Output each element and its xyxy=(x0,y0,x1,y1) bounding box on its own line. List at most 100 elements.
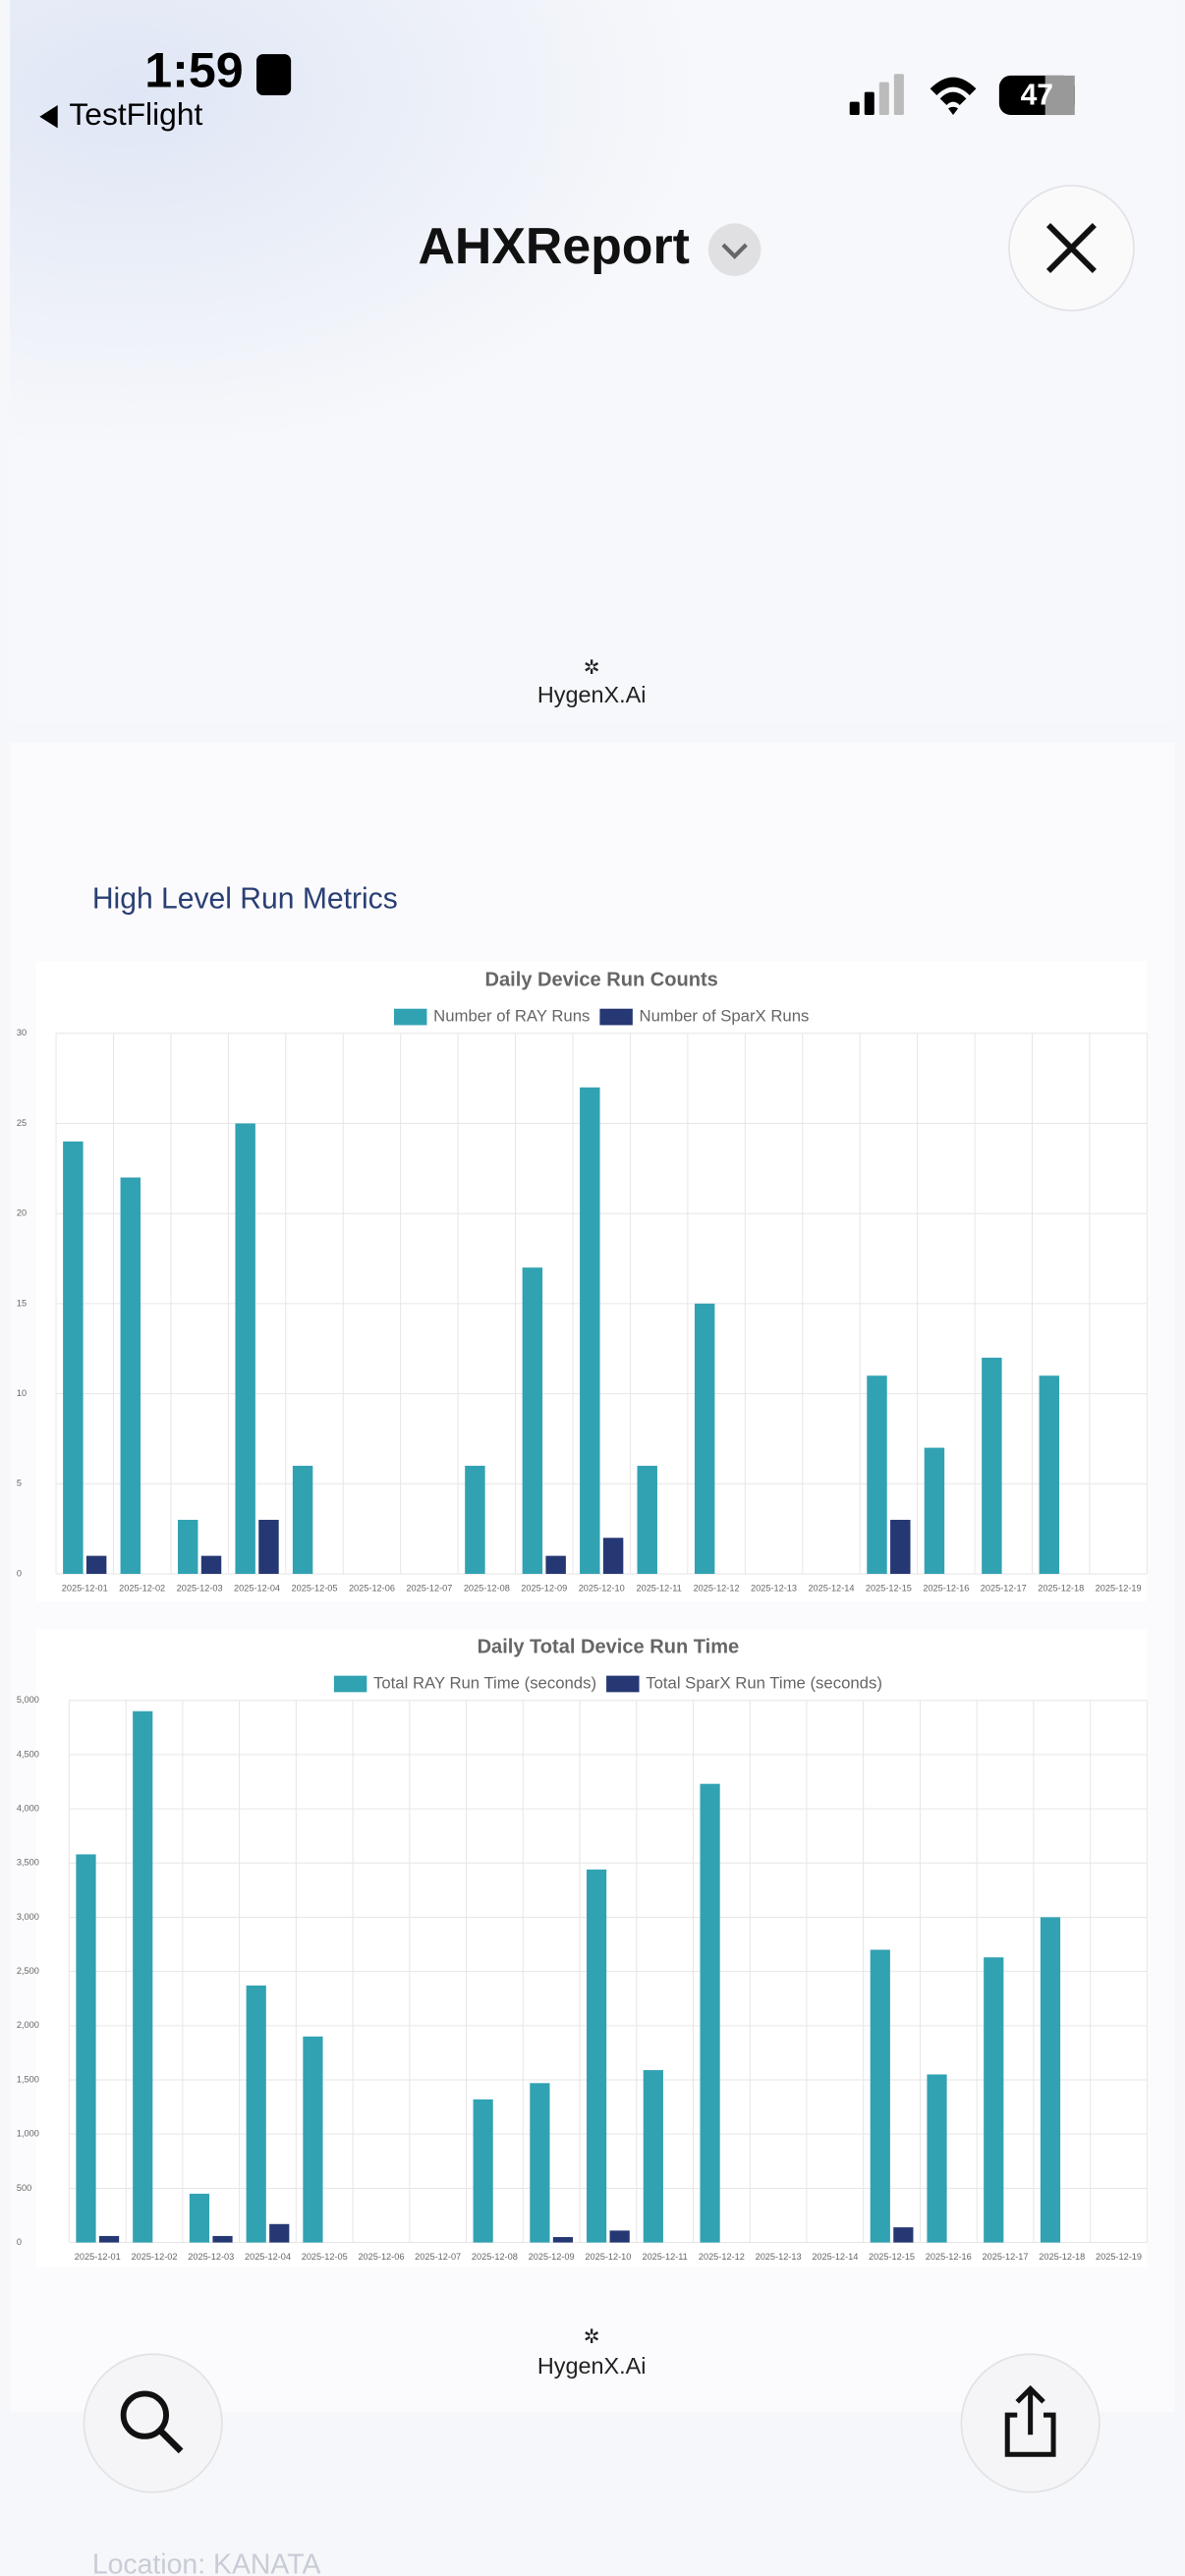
bar xyxy=(303,2036,323,2243)
y-tick-label: 4,500 xyxy=(17,1749,39,1759)
bar xyxy=(212,2235,233,2243)
x-tick-label: 2025-12-10 xyxy=(579,1583,625,1593)
search-button[interactable] xyxy=(83,2353,223,2493)
bar xyxy=(580,1087,600,1574)
y-tick-label: 25 xyxy=(17,1118,27,1128)
bar xyxy=(984,1957,1004,2243)
x-tick-label: 2025-12-04 xyxy=(245,2252,291,2262)
x-tick-label: 2025-12-13 xyxy=(756,2252,802,2262)
bar xyxy=(258,1519,279,1574)
bar xyxy=(177,1519,198,1574)
x-tick-label: 2025-12-15 xyxy=(869,2252,915,2262)
bar xyxy=(927,2074,947,2243)
x-tick-label: 2025-12-08 xyxy=(472,2252,518,2262)
bar xyxy=(269,2223,290,2243)
legend-swatch xyxy=(599,1008,633,1026)
x-tick-label: 2025-12-05 xyxy=(292,1583,338,1593)
wifi-icon xyxy=(930,77,977,116)
chart-title: Daily Device Run Counts xyxy=(485,970,718,991)
legend-swatch xyxy=(333,1675,367,1693)
section-title: High Level Run Metrics xyxy=(92,882,398,915)
back-arrow[interactable] xyxy=(39,105,58,129)
x-tick-label: 2025-12-07 xyxy=(415,2252,461,2262)
x-tick-label: 2025-12-12 xyxy=(699,2252,745,2262)
bar xyxy=(924,1447,945,1574)
close-button[interactable] xyxy=(1008,185,1135,311)
x-tick-label: 2025-12-06 xyxy=(358,2252,404,2262)
x-tick-label: 2025-12-15 xyxy=(866,1583,912,1593)
back-link[interactable]: TestFlight xyxy=(69,96,202,132)
bar xyxy=(235,1123,255,1574)
bar xyxy=(587,1869,607,2243)
bar xyxy=(700,1783,720,2243)
bar xyxy=(63,1141,84,1574)
bar xyxy=(76,1854,96,2243)
y-tick-label: 20 xyxy=(17,1208,27,1218)
y-tick-label: 5,000 xyxy=(17,1695,39,1705)
y-tick-label: 2,000 xyxy=(17,2020,39,2030)
x-tick-label: 2025-12-11 xyxy=(642,2252,687,2262)
share-button[interactable] xyxy=(960,2353,1100,2493)
bar xyxy=(643,2070,663,2243)
bar xyxy=(189,2193,210,2243)
legend-label: Number of RAY Runs xyxy=(433,1007,590,1026)
bar xyxy=(530,2083,550,2243)
clock: 1:59 xyxy=(144,42,243,97)
y-tick-label: 500 xyxy=(17,2183,31,2193)
app-title: AHXReport xyxy=(418,217,689,274)
bar xyxy=(545,1555,566,1574)
bar xyxy=(522,1267,543,1574)
x-tick-label: 2025-12-13 xyxy=(751,1583,797,1593)
bar xyxy=(694,1303,715,1574)
x-tick-label: 2025-12-19 xyxy=(1096,1583,1142,1593)
bar xyxy=(1039,1375,1060,1574)
x-tick-label: 2025-12-14 xyxy=(812,2252,858,2262)
bar xyxy=(465,1465,485,1574)
legend-swatch xyxy=(606,1675,640,1693)
battery-level: 47 xyxy=(1021,80,1053,112)
x-tick-label: 2025-12-11 xyxy=(636,1583,681,1593)
y-tick-label: 3,500 xyxy=(17,1858,39,1868)
charts: Daily Device Run Counts Number of RAY Run… xyxy=(17,970,1148,2262)
bar xyxy=(609,2230,630,2243)
battery-empty xyxy=(1044,75,1075,116)
bar xyxy=(1040,1917,1061,2243)
bar xyxy=(473,2099,493,2243)
x-tick-label: 2025-12-02 xyxy=(119,1583,165,1593)
bar xyxy=(120,1177,141,1574)
y-tick-label: 4,000 xyxy=(17,1804,39,1814)
title-dropdown[interactable] xyxy=(707,223,762,276)
y-tick-label: 3,000 xyxy=(17,1912,39,1922)
y-tick-label: 1,000 xyxy=(17,2129,39,2139)
y-tick-label: 10 xyxy=(17,1388,27,1398)
x-tick-label: 2025-12-16 xyxy=(923,1583,969,1593)
x-tick-label: 2025-12-09 xyxy=(529,2252,575,2262)
x-tick-label: 2025-12-08 xyxy=(464,1583,510,1593)
x-tick-label: 2025-12-02 xyxy=(132,2252,178,2262)
bar xyxy=(637,1465,657,1574)
logo: HygenX.Ai xyxy=(537,682,647,707)
x-tick-label: 2025-12-10 xyxy=(585,2252,631,2262)
x-tick-label: 2025-12-07 xyxy=(406,1583,452,1593)
x-tick-label: 2025-12-16 xyxy=(926,2252,972,2262)
x-tick-label: 2025-12-19 xyxy=(1096,2252,1142,2262)
x-tick-label: 2025-12-09 xyxy=(521,1583,567,1593)
bar xyxy=(890,1519,911,1574)
bar xyxy=(292,1465,313,1574)
focus-icon xyxy=(256,54,292,95)
x-tick-label: 2025-12-06 xyxy=(349,1583,395,1593)
y-tick-label: 1,500 xyxy=(17,2074,39,2084)
bar xyxy=(982,1357,1002,1574)
y-tick-label: 0 xyxy=(17,1568,22,1578)
bar xyxy=(133,1710,153,2243)
legend-swatch xyxy=(394,1008,427,1026)
bar xyxy=(602,1538,624,1574)
legend-label: Total SparX Run Time (seconds) xyxy=(646,1673,882,1692)
y-tick-label: 15 xyxy=(17,1298,27,1308)
location: Location: KANATA xyxy=(92,2548,321,2576)
legend-label: Total RAY Run Time (seconds) xyxy=(373,1673,596,1692)
signal-icon xyxy=(849,74,904,116)
logo: HygenX.Ai xyxy=(537,2353,647,2379)
legend-label: Number of SparX Runs xyxy=(640,1007,810,1026)
